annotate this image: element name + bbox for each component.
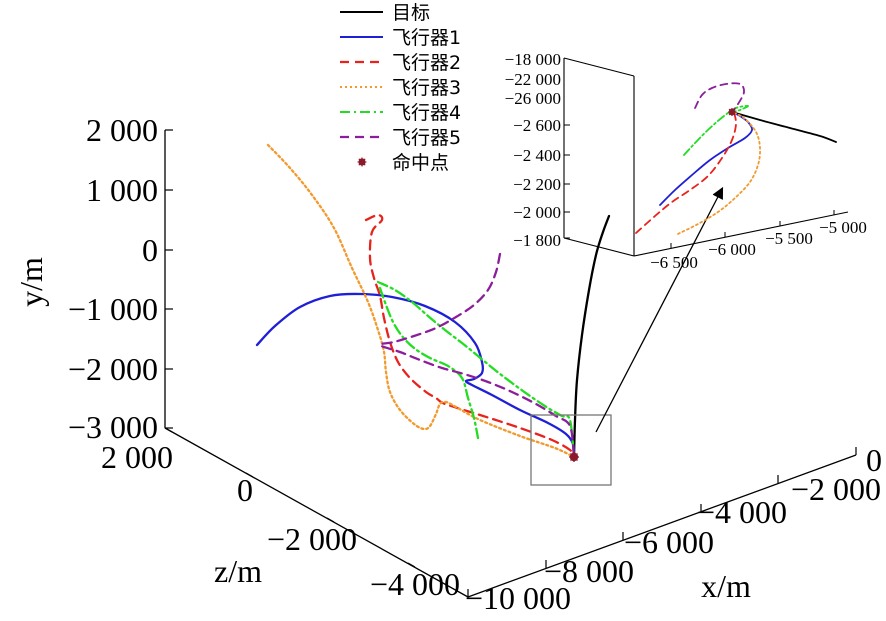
y-tick-label: 0 [142, 232, 158, 268]
x-axis-label: x/m [701, 568, 751, 604]
inset-x-axis-line [633, 211, 849, 257]
inset-y-tick-label: −2 400 [513, 146, 561, 165]
inset-x-tick-label: −5 000 [819, 218, 867, 237]
inset-trajectory-series-1 [659, 111, 753, 206]
x-tick-label: −4 000 [697, 494, 787, 530]
legend-item: 飞行器5 [340, 127, 461, 149]
svg-text:目标: 目标 [392, 2, 430, 24]
inset-trajectory-series-3 [677, 111, 761, 235]
inset-x-tick-label: −5 500 [765, 229, 813, 248]
trajectory-series-1 [255, 292, 576, 459]
y-ticks [165, 129, 173, 429]
legend: 目标 飞行器1 飞行器2 飞行器3 飞行器4 飞行器5 命中点 [340, 2, 461, 174]
inset-y-tick-label: −1 800 [513, 231, 561, 250]
z-tick-label: 0 [237, 472, 253, 508]
inset-series-layer [635, 82, 837, 235]
x-ticks [467, 447, 857, 597]
zoom-arrow [595, 186, 724, 433]
inset-z-tick-label: −18 000 [505, 50, 561, 69]
z-tick-label: −2 000 [267, 521, 357, 557]
y-tick-label: 2 000 [86, 112, 158, 148]
main-axes [164, 130, 857, 598]
legend-item: 飞行器4 [340, 102, 461, 124]
svg-text:飞行器5: 飞行器5 [392, 127, 461, 149]
z-axis-line [164, 427, 469, 598]
inset-y-tick-label: −2 600 [513, 116, 561, 135]
inset-z-tick-label: −22 000 [505, 70, 561, 89]
svg-text:飞行器1: 飞行器1 [392, 27, 461, 49]
inset-y-tick-label: −2 200 [513, 175, 561, 194]
x-tick-label: −8 000 [544, 553, 634, 589]
svg-text:飞行器2: 飞行器2 [392, 52, 461, 74]
z-tick-label: 2 000 [101, 439, 173, 475]
inset-y-tick-label: −2 000 [513, 203, 561, 222]
z-tick-label: −4 000 [370, 566, 460, 602]
inset-trajectory-series-2 [635, 111, 737, 234]
x-axis-line [467, 454, 857, 598]
series-layer [255, 143, 611, 459]
legend-item: 目标 [340, 2, 430, 24]
svg-text:飞行器4: 飞行器4 [392, 102, 461, 124]
x-tick-label: −2 000 [791, 471, 881, 507]
legend-item: 飞行器1 [340, 27, 461, 49]
x-tick-label: −10 000 [465, 580, 571, 616]
y-tick-label: 1 000 [86, 172, 158, 208]
inset-z-tick-label: −26 000 [505, 89, 561, 108]
x-tick-label: 0 [866, 442, 882, 478]
legend-item: 飞行器2 [340, 52, 461, 74]
inset-trajectory-series-0 [731, 111, 837, 143]
zoom-box [530, 414, 612, 486]
y-axis-label: y/m [13, 257, 49, 307]
trajectory-series-5 [378, 286, 480, 440]
inset-axes [563, 57, 849, 257]
inset-back-edge [563, 57, 635, 77]
inset-x-ticks [670, 210, 835, 248]
inset-z-axis-line [563, 237, 635, 257]
svg-text:命中点: 命中点 [392, 152, 449, 174]
trajectory-series-2 [364, 213, 576, 459]
inset-hit-point-marker [728, 108, 736, 116]
legend-item: 命中点 [357, 152, 449, 174]
inset-trajectory-series-5 [694, 82, 745, 113]
x-tick-label: −6 000 [624, 524, 714, 560]
z-axis-label: z/m [214, 553, 262, 589]
trajectory-series-6 [378, 252, 576, 459]
legend-item: 飞行器3 [340, 77, 461, 99]
z-ticks [164, 427, 416, 568]
hit-point-marker [569, 452, 579, 462]
svg-text:飞行器3: 飞行器3 [392, 77, 461, 99]
y-tick-label: −2 000 [68, 351, 158, 387]
inset-x-tick-label: −6 500 [650, 253, 698, 272]
trajectory-series-0 [572, 214, 611, 459]
y-tick-label: −1 000 [68, 291, 158, 327]
inset-x-tick-label: −6 000 [708, 240, 756, 259]
trajectory-series-3 [266, 143, 576, 459]
y-tick-label: −3 000 [68, 409, 158, 445]
inset-y-ticks [564, 124, 570, 239]
